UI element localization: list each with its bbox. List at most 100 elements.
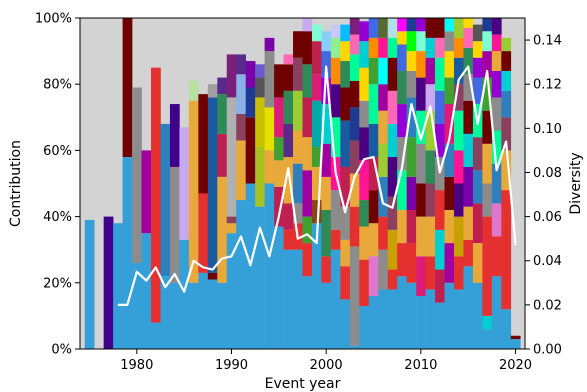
bar-segment-2006-2 xyxy=(378,216,389,250)
bar-segment-1995-5 xyxy=(274,64,284,98)
bar-segment-2011-4 xyxy=(425,150,436,184)
bar-segment-2007-6 xyxy=(387,90,398,124)
bar-segment-2002-8 xyxy=(340,41,351,62)
bar-segment-2016-8 xyxy=(472,41,483,58)
bar-segment-2014-7 xyxy=(453,57,464,85)
bar-segment-1998-7 xyxy=(302,31,313,65)
bar-segment-1992-2 xyxy=(245,87,256,118)
bar-segment-1982-1 xyxy=(151,67,161,323)
bar-segment-2002-4 xyxy=(340,166,351,207)
bar-segment-1980-1 xyxy=(132,87,142,263)
bar-segment-2008-4 xyxy=(397,137,407,171)
bar-segment-1989-3 xyxy=(217,94,228,134)
bar-segment-2017-2 xyxy=(482,216,493,316)
bar-segment-2018-1 xyxy=(491,236,502,277)
bar-segment-1995-0 xyxy=(274,226,284,349)
bar-segment-2007-8 xyxy=(387,37,398,58)
bar-segment-1999-5 xyxy=(311,74,322,101)
bar-segment-2016-0 xyxy=(472,282,483,349)
bar-segment-2010-6 xyxy=(416,77,426,111)
bar-segment-2013-4 xyxy=(444,143,455,177)
bar-segment-1987-0 xyxy=(198,272,209,349)
bar-segment-2004-4 xyxy=(359,160,370,201)
bar-segment-2013-7 xyxy=(444,51,455,78)
bar-segment-2019-6 xyxy=(501,51,512,71)
bar-segment-1998-2 xyxy=(302,216,313,244)
bar-segment-2016-2 xyxy=(472,203,483,244)
bar-segment-2019-5 xyxy=(501,70,512,91)
bar-segment-1993-0 xyxy=(255,206,265,349)
bar-segment-2018-0 xyxy=(491,276,502,349)
bar-segment-1988-0 xyxy=(207,279,218,349)
bar-segment-2014-9 xyxy=(453,18,464,38)
bar-segment-1996-4 xyxy=(283,123,294,158)
bar-segment-2012-0 xyxy=(435,302,445,349)
bar-segment-2008-2 xyxy=(397,209,407,244)
bar-segment-2009-2 xyxy=(406,209,417,244)
bar-segment-1996-3 xyxy=(283,157,294,204)
bar-segment-1999-0 xyxy=(311,223,322,349)
bar-segment-2014-8 xyxy=(453,37,464,58)
bar-segment-2008-6 xyxy=(397,70,407,105)
bar-segment-2006-8 xyxy=(378,37,389,58)
bar-segment-1986-1 xyxy=(188,100,199,283)
bar-segment-1998-8 xyxy=(302,18,313,32)
bar-segment-2017-5 xyxy=(482,110,493,144)
right-y-tick-label: 0.14 xyxy=(533,34,562,49)
left-y-tick-label: 0% xyxy=(51,343,72,358)
bar-segment-2017-0 xyxy=(482,329,493,349)
bar-segment-2003-7 xyxy=(349,54,360,81)
bar-segment-2002-0 xyxy=(340,299,351,349)
bar-segment-2015-3 xyxy=(463,166,474,207)
bar-segment-2000-2 xyxy=(321,209,332,257)
bar-segment-2018-3 xyxy=(491,163,502,204)
bar-segment-1984-0 xyxy=(169,282,180,349)
bar-segment-2002-2 xyxy=(340,239,351,267)
bar-segment-1993-3 xyxy=(255,77,265,98)
bar-segment-1995-3 xyxy=(274,137,284,161)
bar-segment-1996-2 xyxy=(283,203,294,230)
bar-segment-2015-0 xyxy=(463,266,474,349)
x-axis-label: Event year xyxy=(265,376,341,392)
bar-segment-1998-5 xyxy=(302,97,313,138)
bar-segment-2016-7 xyxy=(472,57,483,78)
bar-segment-1979-1 xyxy=(122,18,133,158)
bar-segment-2014-3 xyxy=(453,183,464,217)
left-y-tick-label: 20% xyxy=(43,276,72,291)
bar-segment-2019-3 xyxy=(501,117,512,151)
x-tick-label: 2010 xyxy=(404,358,437,373)
bar-segment-2017-9 xyxy=(482,18,493,32)
bar-segment-2001-0 xyxy=(330,249,341,349)
bar-segment-1998-0 xyxy=(302,276,313,349)
left-y-tick-label: 100% xyxy=(35,12,72,27)
bar-segment-2001-7 xyxy=(330,37,341,58)
x-tick-label: 2000 xyxy=(310,358,343,373)
bar-segment-2000-4 xyxy=(321,143,332,177)
bar-segment-2016-6 xyxy=(472,77,483,105)
bar-segment-2005-9 xyxy=(368,18,379,38)
bar-segment-2004-3 xyxy=(359,200,370,227)
bar-segment-1990-2 xyxy=(226,216,237,224)
bar-segment-2002-5 xyxy=(340,120,351,167)
bar-segment-2001-2 xyxy=(330,190,341,230)
bar-segment-2011-8 xyxy=(425,37,436,58)
bar-segment-1997-4 xyxy=(293,130,303,164)
bar-segment-2015-6 xyxy=(463,74,474,101)
plot-frame xyxy=(79,17,526,350)
bar-segment-1993-1 xyxy=(255,147,265,207)
x-tick-label: 1980 xyxy=(120,358,153,373)
bar-segment-1992-0 xyxy=(245,183,256,349)
bar-segment-1994-0 xyxy=(264,183,275,349)
bar-segment-1982-0 xyxy=(151,322,161,349)
bar-segment-2014-0 xyxy=(453,289,464,349)
bar-segment-2012-2 xyxy=(435,229,445,270)
bar-segment-1997-5 xyxy=(293,90,303,131)
bar-segment-2017-6 xyxy=(482,77,493,111)
bar-segment-1991-2 xyxy=(236,113,246,141)
bar-segment-2007-5 xyxy=(387,123,398,158)
bar-segment-2012-9 xyxy=(435,18,445,38)
bar-segment-2006-4 xyxy=(378,143,389,177)
bar-segment-2020-1 xyxy=(510,335,521,340)
bar-segment-2007-2 xyxy=(387,229,398,270)
